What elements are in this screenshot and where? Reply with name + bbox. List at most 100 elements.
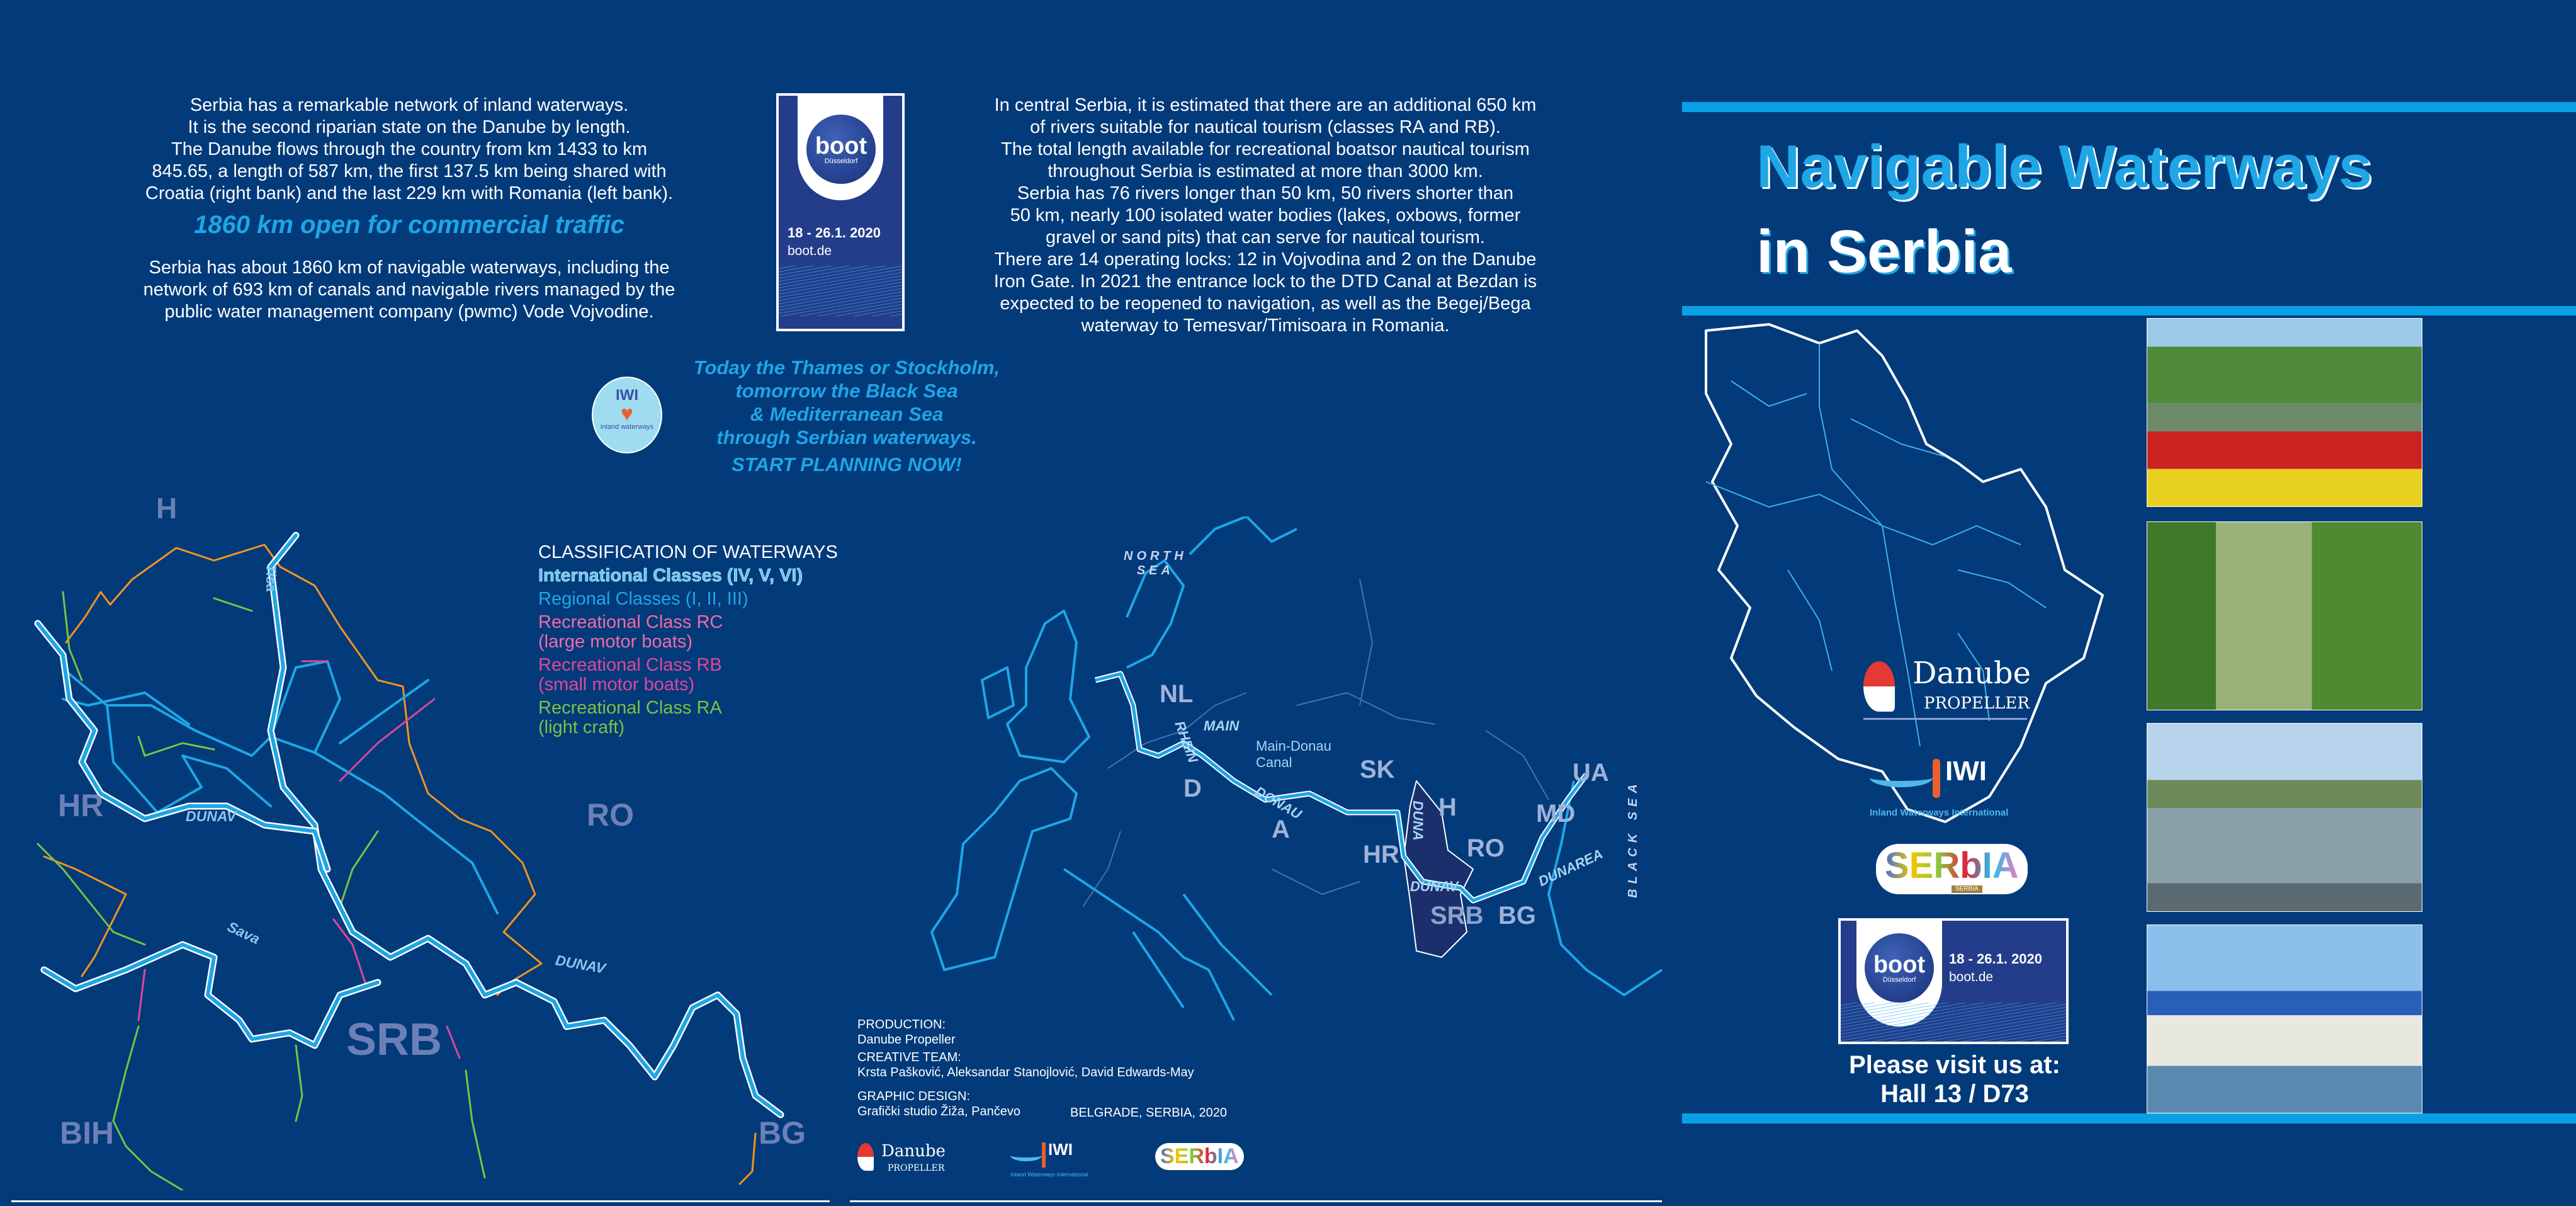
wave-icon <box>1010 1150 1042 1161</box>
label-d: D <box>1183 775 1202 802</box>
classification-legend: CLASSIFICATION OF WATERWAYS Internationa… <box>538 543 838 737</box>
label-ro: RO <box>1467 834 1505 862</box>
iwi-logo-small: IWI Inland Waterways International <box>1010 1139 1111 1183</box>
logo-text: Inland Waterways International <box>1010 1171 1088 1178</box>
route-core <box>1095 672 1588 902</box>
intro-line: expected to be reopened to navigation, a… <box>1000 293 1531 314</box>
cover-bottom-bar <box>1682 1113 2576 1124</box>
wave-underline <box>1863 718 2027 720</box>
photo-sailing-regatta <box>2147 723 2422 912</box>
legend-regional: Regional Classes (I, II, III) <box>538 589 749 609</box>
credits: PRODUCTION: Danube Propeller CREATIVE TE… <box>857 1017 1194 1119</box>
sea-label: NORTH <box>1124 549 1187 563</box>
cover-title-line-2: in Serbia <box>1756 218 2012 285</box>
ra-waterways <box>37 591 486 1190</box>
intro-line: throughout Serbia is estimated at more t… <box>1048 161 1483 181</box>
label-sk: SK <box>1360 756 1395 783</box>
credit-value: Krsta Pašković, Aleksandar Stanojlović, … <box>857 1066 1194 1079</box>
logo-text: Danube <box>1912 656 2031 691</box>
legend-rc: Recreational Class RC <box>538 612 723 632</box>
logo-text: PROPELLER <box>1924 694 2030 713</box>
serbia-rivers <box>1705 343 2047 747</box>
wave-pattern <box>779 266 902 316</box>
heart-icon: ♥ <box>620 402 634 426</box>
credit-label: CREATIVE TEAM: <box>857 1050 961 1064</box>
cover-top-bar <box>1682 102 2576 112</box>
wave-icon <box>1870 768 1933 787</box>
label-srb: SRB <box>1430 902 1484 930</box>
boot-site: boot.de <box>788 244 832 258</box>
label-h: H <box>1438 794 1457 821</box>
danube-propeller-logo: Danube PROPELLER <box>1863 655 2033 731</box>
label-serbia: SRB <box>346 1015 443 1065</box>
legend-rb-desc: (small motor boats) <box>538 674 695 695</box>
legend-ra: Recreational Class RA <box>538 698 722 718</box>
boot-logo-circle: boot Düsseldorf <box>1865 933 1934 1003</box>
intro-line: Serbia has 76 rivers longer than 50 km, … <box>1017 183 1514 203</box>
legend-title: CLASSIFICATION OF WATERWAYS <box>538 542 838 562</box>
credit-value: Danube Propeller <box>857 1033 956 1047</box>
legend-international: International Classes (IV, V, VI) <box>538 566 803 586</box>
boot-dates: 18 - 26.1. 2020 <box>1949 951 2043 967</box>
tagline-line: & Mediterranean Sea <box>750 403 944 425</box>
logo-text: PROPELLER <box>888 1163 945 1173</box>
intro-line: Serbia has about 1860 km of navigable wa… <box>149 258 670 278</box>
label-md: MD <box>1536 800 1576 828</box>
divider-line <box>11 1200 830 1202</box>
label-tisa: Tisa <box>263 564 279 592</box>
legend-rc-desc: (large motor boats) <box>538 632 692 652</box>
logo-text: IWI <box>1945 756 1987 787</box>
border-line <box>43 855 127 977</box>
wave-pattern <box>1841 1003 2066 1042</box>
intro-line: gravel or sand pits) that can serve for … <box>1046 227 1485 247</box>
international-waterways <box>34 532 784 1118</box>
label-bulgaria: BG <box>759 1115 806 1151</box>
boot-wordmark: boot <box>1873 951 1926 978</box>
serbia-outline-map <box>1705 323 2104 823</box>
boot-logo-circle: boot Düsseldorf <box>806 115 876 184</box>
intro-text-left-2: Serbia has about 1860 km of navigable wa… <box>120 257 699 323</box>
tagline-cta: START PLANNING NOW! <box>732 453 962 475</box>
boot-city: Düsseldorf <box>824 157 858 165</box>
propeller-icon <box>1863 661 1895 712</box>
logo-text: IWI <box>1048 1140 1073 1159</box>
label-black-sea: BLACK SEA <box>1625 779 1640 898</box>
danube-propeller-logo-small: Danube PROPELLER <box>856 1137 946 1184</box>
label-a: A <box>1272 816 1290 843</box>
label-bg: BG <box>1498 902 1536 930</box>
tagline-line: Today the Thames or Stockholm, <box>693 356 1000 378</box>
label-dunav-north: DUNAV <box>186 808 237 824</box>
legend-rb: Recreational Class RB <box>538 655 722 675</box>
label-north-sea: NORTH SEA <box>1124 549 1187 578</box>
boot-logo-horizontal: boot Düsseldorf 18 - 26.1. 2020 boot.de <box>1838 918 2069 1044</box>
rb-waterways <box>137 660 461 1059</box>
photo-rafting <box>2147 318 2422 507</box>
cover-title-line-1: Navigable Waterways <box>1756 133 2373 200</box>
intro-text-right: In central Serbia, it is estimated that … <box>951 94 1580 337</box>
propeller-icon <box>857 1143 874 1171</box>
border-line <box>65 543 543 996</box>
serbia-tourism-logo-small: SERbIA <box>1155 1143 1244 1170</box>
serbia-waterways-map <box>34 532 784 1190</box>
coastline <box>930 516 1663 1021</box>
visit-line: Please visit us at: <box>1849 1051 2060 1079</box>
boot-city: Düsseldorf <box>1882 976 1916 984</box>
iwi-bar <box>1042 1142 1046 1168</box>
divider-line <box>850 1200 1662 1202</box>
europe-waterways-map <box>930 516 1663 1021</box>
logo-text: Danube <box>881 1142 946 1161</box>
credits-place: BELGRADE, SERBIA, 2020 <box>1070 1106 1228 1120</box>
tagline-line: tomorrow the Black Sea <box>735 380 958 402</box>
boot-dates: 18 - 26.1. 2020 <box>788 225 881 241</box>
intro-text-left: Serbia has a remarkable network of inlan… <box>120 94 699 205</box>
credit-label: PRODUCTION: <box>857 1018 946 1032</box>
label-romania: RO <box>587 797 634 833</box>
intro-line: The Danube flows through the country fro… <box>171 139 647 159</box>
canal-label: Canal <box>1256 754 1292 770</box>
intro-line: Serbia has a remarkable network of inlan… <box>189 95 629 115</box>
visit-booth: Hall 13 / D73 <box>1880 1080 2029 1108</box>
legend-ra-desc: (light craft) <box>538 717 624 737</box>
intro-line: It is the second riparian state on the D… <box>188 117 631 137</box>
credit-label: GRAPHIC DESIGN: <box>857 1089 970 1103</box>
label-hr: HR <box>1363 841 1399 868</box>
